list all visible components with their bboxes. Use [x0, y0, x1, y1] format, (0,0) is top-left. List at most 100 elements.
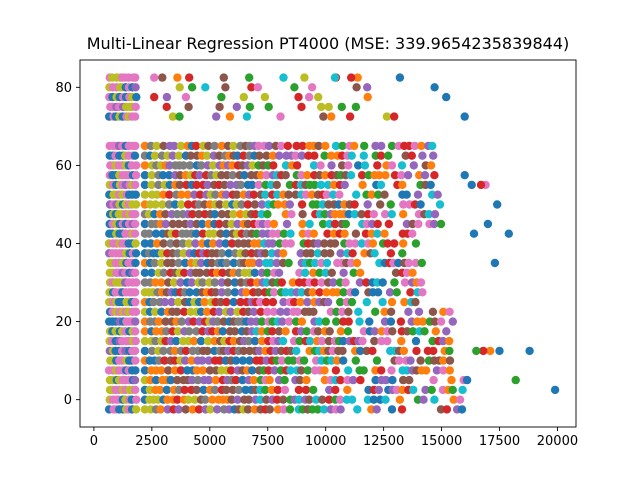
scatter-point: [261, 297, 271, 307]
scatter-point: [131, 288, 140, 297]
scatter-point: [428, 307, 438, 316]
scatter-point: [236, 210, 245, 219]
scatter-point: [321, 171, 330, 180]
scatter-point: [405, 375, 414, 385]
scatter-point: [377, 336, 386, 346]
scatter-point: [291, 317, 301, 326]
scatter-point: [239, 92, 248, 102]
scatter-point: [131, 317, 140, 326]
scatter-point: [174, 405, 183, 414]
scatter-point: [215, 356, 225, 365]
scatter-point: [245, 102, 255, 112]
scatter-point: [257, 327, 266, 336]
scatter-point: [180, 385, 189, 395]
scatter-point: [307, 83, 317, 92]
outlier-point: [490, 258, 500, 268]
scatter-point: [439, 366, 448, 375]
scatter-point: [147, 346, 157, 356]
scatter-point: [172, 239, 181, 248]
scatter-point: [181, 405, 190, 414]
scatter-point: [340, 180, 349, 190]
scatter-point: [304, 151, 313, 160]
scatter-point: [272, 180, 281, 190]
scatter-point: [233, 395, 242, 404]
scatter-point: [261, 385, 270, 395]
scatter-point: [218, 268, 227, 277]
scatter-point: [179, 161, 188, 170]
scatter-point: [174, 219, 183, 229]
scatter-point: [262, 395, 271, 404]
outlier-point: [479, 346, 488, 356]
x-tick-label: 20000: [537, 434, 578, 449]
scatter-point: [227, 395, 236, 404]
scatter-point: [398, 385, 407, 395]
scatter-point: [282, 307, 292, 316]
scatter-point: [217, 288, 226, 297]
scatter-point: [159, 239, 168, 248]
scatter-point: [345, 112, 355, 121]
scatter-point: [327, 112, 336, 121]
scatter-point: [415, 171, 424, 180]
scatter-point: [418, 317, 427, 326]
outlier-point: [472, 346, 481, 356]
scatter-point: [416, 278, 426, 287]
scatter-point: [162, 102, 171, 112]
scatter-point: [243, 219, 253, 229]
scatter-point: [228, 385, 238, 395]
scatter-point: [221, 83, 230, 92]
scatter-point: [248, 366, 257, 375]
scatter-point: [237, 200, 246, 209]
scatter-point: [196, 307, 206, 316]
scatter-point: [381, 375, 391, 385]
scatter-point: [224, 249, 233, 258]
scatter-point: [353, 73, 362, 82]
scatter-point: [185, 327, 194, 336]
x-tick-label: 7500: [251, 434, 284, 449]
scatter-point: [251, 210, 260, 219]
outlier-point: [467, 180, 476, 190]
scatter-point: [262, 278, 271, 287]
scatter-point: [297, 200, 307, 209]
scatter-point: [131, 141, 140, 151]
scatter-point: [394, 258, 403, 268]
scatter-point: [194, 405, 204, 414]
scatter-point: [369, 210, 378, 219]
scatter-point: [324, 336, 334, 346]
scatter-point: [243, 200, 253, 209]
scatter-point: [157, 307, 166, 316]
scatter-point: [260, 92, 270, 102]
scatter-point: [210, 385, 220, 395]
scatter-point: [154, 180, 163, 190]
scatter-point: [236, 180, 245, 190]
scatter-point: [176, 278, 185, 287]
scatter-point: [261, 190, 270, 199]
scatter-point: [397, 336, 406, 346]
scatter-point: [238, 375, 247, 385]
scatter-point: [326, 249, 335, 258]
scatter-point: [458, 385, 467, 395]
scatter-point: [140, 346, 150, 356]
scatter-point: [305, 336, 315, 346]
scatter-point: [301, 385, 311, 395]
scatter-point: [359, 151, 368, 160]
scatter-point: [399, 200, 408, 209]
scatter-point: [222, 229, 231, 238]
scatter-point: [194, 210, 203, 219]
scatter-point: [295, 336, 304, 346]
scatter-point: [445, 356, 455, 365]
scatter-point: [274, 268, 284, 277]
y-tick-label: 0: [64, 393, 72, 408]
scatter-point: [130, 346, 140, 356]
scatter-point: [367, 190, 376, 199]
scatter-point: [256, 395, 265, 404]
scatter-point: [380, 307, 389, 316]
scatter-point: [294, 385, 304, 395]
scatter-point: [170, 366, 180, 375]
scatter-point: [233, 307, 242, 316]
scatter-point: [145, 229, 154, 238]
scatter-point: [361, 229, 371, 238]
scatter-point: [316, 161, 325, 170]
scatter-point: [381, 395, 390, 404]
scatter-point: [324, 102, 333, 112]
scatter-point: [442, 405, 452, 414]
